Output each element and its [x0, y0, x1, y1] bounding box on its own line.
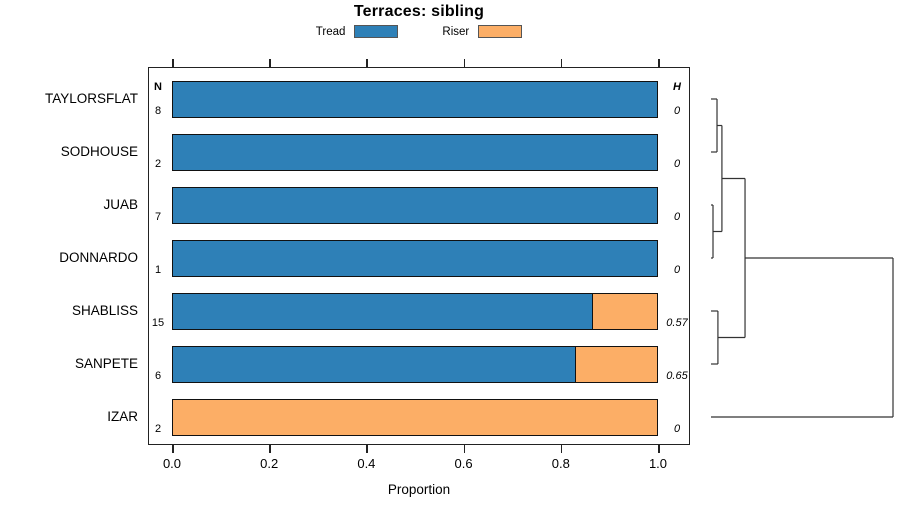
category-label: JUAB [103, 197, 138, 212]
h-value: 0 [673, 158, 681, 170]
h-column-header: H [673, 81, 681, 93]
bar-segment-riser [576, 346, 657, 382]
n-column-header: N [154, 81, 162, 93]
legend-label: Tread [315, 25, 346, 38]
axis-tick-label: 0.2 [260, 456, 279, 471]
axis-tick-label: 1.0 [648, 456, 668, 471]
axis-tick-label: 0.4 [357, 456, 376, 471]
x-axis-title: Proportion [387, 482, 451, 497]
axis-tick-label: 0.8 [551, 456, 570, 471]
h-value: 0 [673, 264, 681, 276]
bar-segment-tread [173, 187, 657, 223]
n-value: 2 [154, 423, 162, 435]
axis-tick-bottom [172, 445, 174, 453]
h-value: 0 [673, 105, 681, 117]
bar-segment-riser [173, 399, 657, 435]
category-label: SANPETE [74, 356, 138, 371]
bar-segment-tread [173, 134, 657, 170]
n-value: 7 [154, 211, 162, 223]
stacked-bar [172, 292, 658, 330]
category-label: SODHOUSE [60, 144, 138, 159]
stacked-bar [172, 239, 658, 277]
legend-label: Riser [442, 25, 470, 38]
h-value: 0.57 [666, 317, 688, 329]
n-value: 1 [154, 264, 162, 276]
plot-area [148, 67, 690, 445]
category-label: TAYLORSFLAT [44, 91, 138, 106]
axis-tick-label: 0.0 [162, 456, 182, 471]
axis-tick-top [560, 59, 563, 67]
h-value: 0.65 [666, 370, 688, 382]
axis-tick-top [172, 59, 174, 67]
chart-title: Terraces: sibling [353, 3, 485, 20]
axis-tick-top [463, 59, 466, 67]
legend: Tread Riser [148, 25, 690, 38]
axis-tick-bottom [366, 445, 368, 453]
axis-tick-label: 0.6 [454, 456, 473, 471]
axis-tick-bottom [463, 445, 466, 453]
n-value: 15 [151, 317, 165, 329]
n-value: 8 [154, 105, 162, 117]
n-value: 6 [154, 370, 162, 382]
legend-item: Riser [442, 25, 523, 38]
stacked-bar [172, 133, 658, 171]
h-value: 0 [673, 423, 681, 435]
stacked-bar [172, 186, 658, 224]
axis-tick-bottom [658, 445, 660, 453]
bar-segment-tread [173, 240, 657, 276]
bar-segment-tread [173, 346, 577, 382]
stacked-bar [172, 398, 658, 436]
legend-item: Tread [316, 25, 399, 38]
legend-swatch [354, 25, 399, 38]
n-value: 2 [154, 158, 162, 170]
axis-tick-top [658, 59, 660, 67]
axis-tick-bottom [269, 445, 271, 453]
category-label: DONNARDO [59, 250, 138, 265]
legend-swatch [478, 25, 523, 38]
bar-segment-tread [173, 81, 657, 117]
bar-segment-tread [173, 293, 593, 329]
h-value: 0 [673, 211, 681, 223]
stacked-bar [172, 80, 658, 118]
category-label: IZAR [107, 409, 138, 424]
bar-segment-riser [592, 293, 657, 329]
axis-tick-top [366, 59, 368, 67]
axis-tick-bottom [560, 445, 563, 453]
category-label: SHABLISS [71, 303, 138, 318]
dendrogram [711, 98, 894, 418]
axis-tick-top [269, 59, 271, 67]
stacked-bar [172, 345, 658, 383]
